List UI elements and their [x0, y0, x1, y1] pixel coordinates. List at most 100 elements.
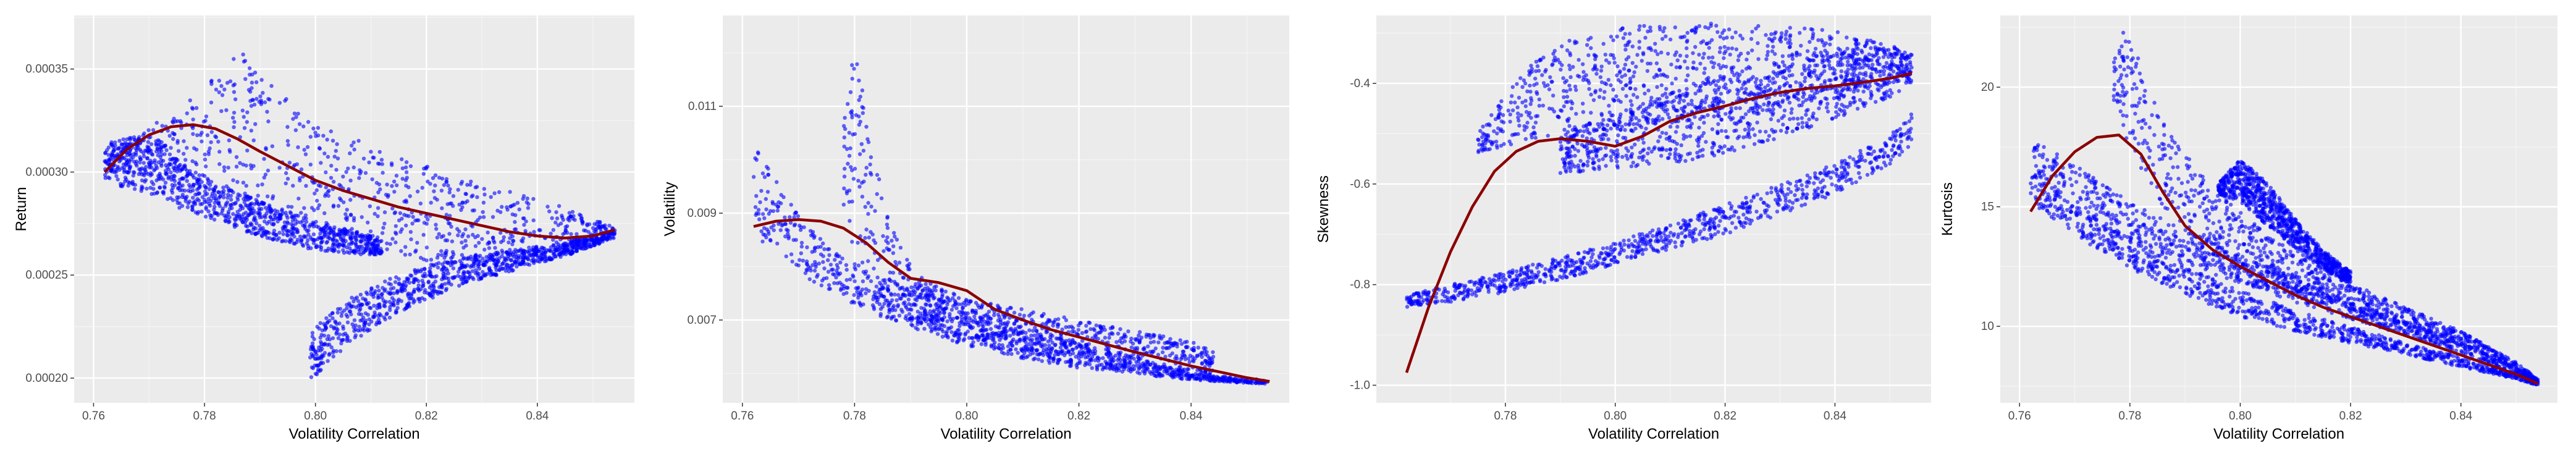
data-point [182, 151, 186, 156]
data-point [250, 86, 254, 90]
data-point [193, 210, 198, 214]
data-point [807, 277, 812, 282]
data-point [1017, 313, 1022, 317]
data-point [172, 161, 177, 165]
data-point [163, 180, 168, 185]
data-point [847, 200, 852, 204]
data-point [908, 316, 913, 321]
data-point [138, 160, 142, 165]
data-point [132, 187, 137, 192]
data-point [325, 321, 329, 325]
data-point [923, 295, 927, 300]
data-point [128, 164, 133, 169]
data-point [403, 178, 408, 182]
data-point [178, 177, 182, 182]
data-point [373, 211, 377, 216]
data-point [500, 250, 505, 255]
data-point [471, 262, 476, 266]
data-point [852, 279, 857, 284]
data-point [759, 188, 764, 193]
data-point [382, 221, 387, 226]
data-point [429, 200, 433, 205]
data-point [343, 212, 348, 216]
data-point [1064, 318, 1069, 323]
data-point [1172, 340, 1177, 345]
x-axis-title: Volatility Correlation [940, 426, 1071, 442]
data-point [1103, 365, 1107, 369]
data-point [256, 183, 260, 188]
data-point [1137, 340, 1142, 345]
data-point [394, 308, 398, 313]
data-point [382, 303, 386, 308]
data-point [790, 259, 794, 264]
data-point [917, 295, 921, 300]
data-point [893, 292, 897, 297]
data-point [288, 211, 293, 216]
data-point [464, 243, 468, 248]
data-point [448, 187, 452, 192]
data-point [1486, 290, 1491, 294]
data-point [890, 315, 894, 319]
data-point [426, 217, 430, 222]
data-point [295, 237, 300, 242]
data-point [974, 311, 979, 316]
data-point [306, 238, 310, 242]
data-point [172, 132, 177, 137]
data-point [303, 152, 308, 156]
data-point [949, 325, 954, 329]
data-point [887, 277, 892, 282]
data-point [332, 154, 337, 159]
data-point [435, 235, 439, 240]
data-point [389, 287, 393, 291]
data-point [156, 143, 161, 147]
data-point [213, 193, 217, 198]
data-point [908, 307, 912, 311]
data-point [314, 188, 319, 192]
data-point [203, 200, 207, 205]
data-point [844, 268, 849, 272]
data-point [1118, 327, 1122, 331]
data-point [528, 253, 532, 258]
data-point [1108, 359, 1113, 364]
data-point [753, 205, 758, 209]
data-point [203, 185, 208, 190]
data-point [827, 247, 831, 251]
data-point [195, 197, 200, 201]
data-point [890, 308, 894, 313]
data-point [348, 198, 353, 202]
data-point [322, 226, 326, 230]
data-point [298, 220, 303, 225]
data-point [194, 148, 199, 152]
data-point [1903, 121, 1908, 125]
data-point [488, 252, 492, 257]
data-point [555, 245, 560, 249]
data-point [377, 162, 382, 166]
data-point [1074, 363, 1079, 368]
data-point [177, 181, 181, 185]
data-point [235, 198, 240, 202]
data-point [161, 190, 165, 195]
data-point [1135, 355, 1140, 360]
data-point [1190, 347, 1194, 352]
data-point [193, 171, 198, 175]
data-point [1003, 330, 1008, 334]
data-point [875, 192, 879, 196]
data-point [203, 164, 208, 169]
data-point [456, 269, 461, 274]
data-point [848, 277, 852, 282]
data-point [1053, 342, 1058, 347]
data-point [1095, 367, 1100, 372]
data-point [251, 164, 256, 168]
data-point [228, 203, 232, 208]
data-point [563, 247, 567, 251]
data-point [345, 339, 350, 343]
data-point [208, 213, 213, 217]
data-point [481, 256, 485, 261]
data-point [513, 259, 517, 264]
data-point [1109, 363, 1114, 368]
data-point [1148, 335, 1153, 340]
data-point [159, 164, 164, 168]
data-point [600, 239, 605, 244]
data-point [194, 106, 199, 110]
data-point [259, 78, 264, 82]
